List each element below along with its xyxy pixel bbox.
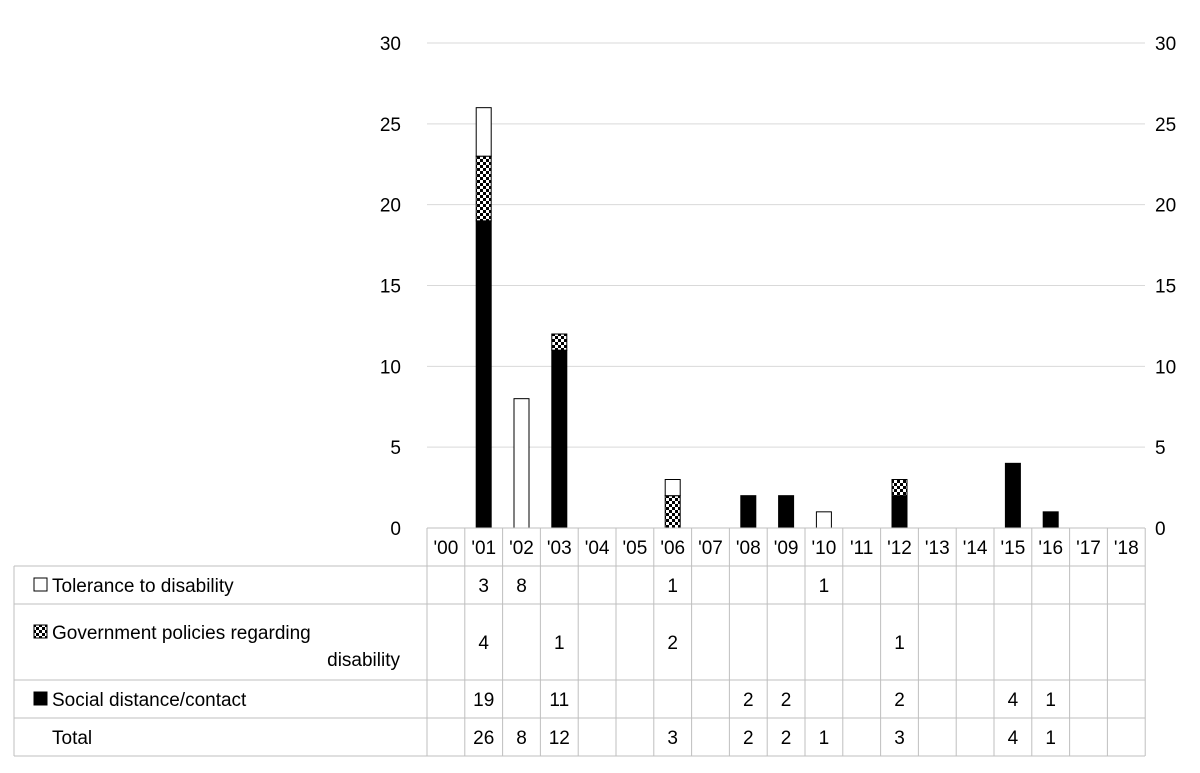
table-cell-value: 26 [473,728,494,749]
bar-segment-series-0-'03 [551,349,568,529]
x-category-label: '18 [1114,538,1139,559]
x-category-label: '07 [698,538,723,559]
y-tick-label-left: 20 [380,196,401,217]
bar-segment-series-0-'15 [1004,462,1021,529]
data-table: '00 '01 '02 '03 '04 '05 '06 '07 '08 '09 '10 '11 '12 '… [13,527,1146,757]
bar-segment-series-1-'12 [891,479,908,497]
bar-segment-series-2-'02 [513,398,530,529]
table-cell-value: 1 [1045,690,1056,711]
table-row-label: Government policies regarding [52,623,311,644]
table-cell-value: 2 [781,690,792,711]
x-category-label: '09 [774,538,799,559]
table-cell-value: 1 [894,633,905,654]
bar-segment-series-2-'06 [664,479,681,497]
table-cell-value: 2 [894,690,905,711]
table-cell-value: 2 [667,633,678,654]
y-tick-label-right: 30 [1155,34,1176,55]
bars [475,107,1059,529]
x-category-label: '05 [623,538,648,559]
y-tick-label-right: 0 [1155,519,1166,540]
table-cell-value: 3 [478,576,489,597]
table-cell-value: 12 [549,728,570,749]
table-cell-value: 2 [743,690,754,711]
bar-segment-series-0-'09 [778,495,795,529]
bar-segment-series-0-'12 [891,495,908,529]
legend-swatch [33,577,48,592]
legend-swatch [33,624,48,639]
y-tick-label-left: 10 [380,357,401,378]
table-cell-value: 3 [894,728,905,749]
bar-segment-series-0-'01 [475,220,492,529]
table-row-label-wrap: disability [327,650,400,671]
x-category-label: '11 [850,538,873,559]
x-category-label: '01 [471,538,496,559]
table-cell-value: 4 [1008,690,1019,711]
y-tick-label-left: 15 [380,277,401,298]
table-row-label: Tolerance to disability [52,576,234,597]
x-category-label: '08 [736,538,761,559]
y-axis-left: 0 5 10 15 20 25 30 [380,34,401,540]
y-tick-label-right: 10 [1155,357,1176,378]
table-cell-value: 2 [743,728,754,749]
table-cell-value: 3 [667,728,678,749]
x-category-label: '06 [660,538,685,559]
gridlines [427,42,1145,448]
table-cell-value: 1 [1045,728,1056,749]
table-cell-value: 4 [1008,728,1019,749]
bar-segment-series-2-'10 [815,511,832,529]
bar-segment-series-1-'06 [664,495,681,529]
legend-swatch [33,691,48,706]
x-category-label: '14 [963,538,988,559]
x-category-label: '12 [887,538,912,559]
y-tick-label-left: 5 [390,438,401,459]
x-category-label: '17 [1076,538,1101,559]
table-cell-value: 1 [667,576,678,597]
table-cell-value: 1 [819,728,830,749]
y-tick-label-left: 30 [380,34,401,55]
x-category-label: '03 [547,538,572,559]
table-row-label: Total [52,728,92,749]
bar-segment-series-0-'08 [740,495,757,529]
x-category-label: '04 [585,538,610,559]
x-category-label: '02 [509,538,534,559]
x-category-label: '10 [812,538,837,559]
bar-segment-series-2-'01 [475,107,492,157]
y-tick-label-right: 5 [1155,438,1166,459]
table-cell-value: 11 [549,690,569,711]
table-cell-value: 19 [473,690,494,711]
bar-segment-series-1-'01 [475,155,492,222]
table-cell-value: 8 [516,576,527,597]
table-cell-value: 1 [554,633,565,654]
table-cell-value: 1 [819,576,830,597]
table-row-label: Social distance/contact [52,690,247,711]
x-category-label: '16 [1038,538,1063,559]
bar-segment-series-0-'16 [1042,511,1059,529]
bar-segment-series-1-'03 [551,333,568,351]
x-category-label: '00 [434,538,459,559]
x-category-label: '13 [925,538,950,559]
x-category-label: '15 [1001,538,1026,559]
y-tick-label-right: 20 [1155,196,1176,217]
y-tick-label-right: 15 [1155,277,1176,298]
y-axis-right: 0 5 10 15 20 25 30 [1155,34,1176,540]
table-cell-value: 2 [781,728,792,749]
table-cell-value: 8 [516,728,527,749]
y-tick-label-left: 0 [390,519,401,540]
y-tick-label-left: 25 [380,115,401,136]
table-cell-value: 4 [478,633,489,654]
y-tick-label-right: 25 [1155,115,1176,136]
